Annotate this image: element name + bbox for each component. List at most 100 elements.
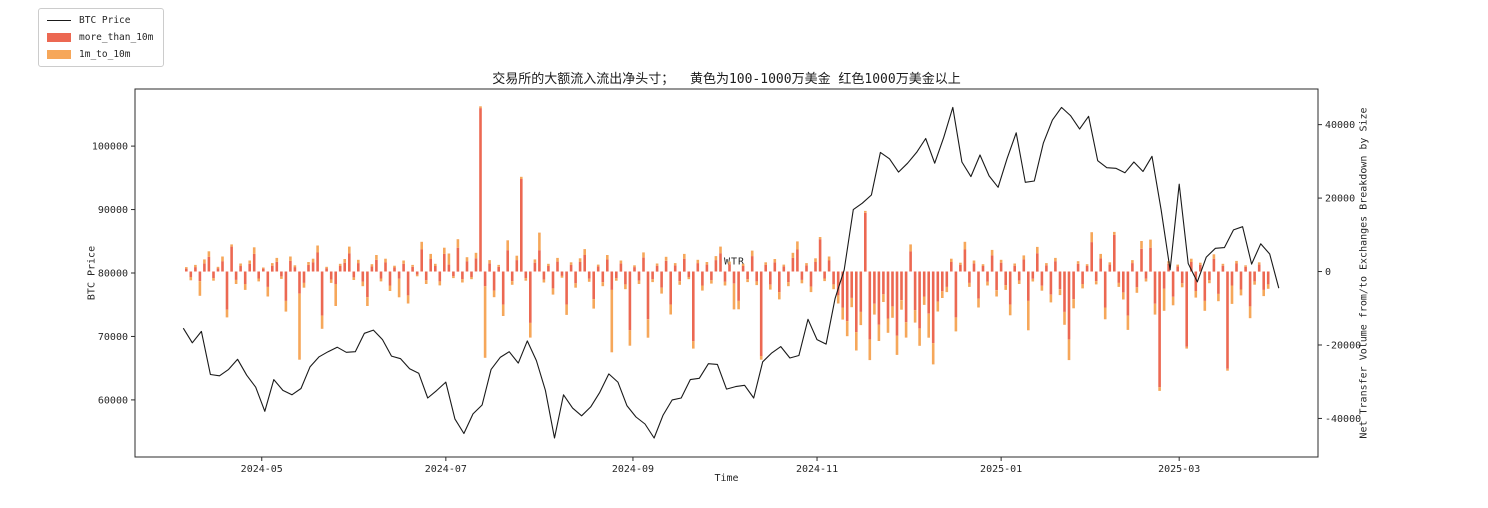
bar-more-than-10m [520,179,523,272]
bar-1m-to-10m [298,293,301,360]
bar-1m-to-10m [447,253,451,265]
bar-1m-to-10m [289,256,292,261]
bar-1m-to-10m [1248,306,1252,319]
bar-1m-to-10m [1022,255,1026,260]
bar-more-than-10m [1248,271,1252,307]
bar-more-than-10m [429,259,432,272]
bar-1m-to-10m [1221,263,1225,266]
bar-1m-to-10m [696,259,700,264]
bar-more-than-10m [329,271,333,280]
bar-1m-to-10m [999,259,1003,263]
bar-1m-to-10m [1076,261,1080,264]
bar-more-than-10m [479,108,482,272]
bar-1m-to-10m [393,265,396,268]
bar-1m-to-10m [1262,289,1265,297]
bar-1m-to-10m [683,253,686,259]
bar-1m-to-10m [501,304,505,316]
bar-more-than-10m [845,271,849,322]
bar-1m-to-10m [456,239,460,248]
bar-more-than-10m [203,263,206,272]
bar-1m-to-10m [651,279,654,283]
bar-more-than-10m [452,271,455,277]
bar-1m-to-10m [293,265,297,268]
bar-more-than-10m [637,271,641,281]
plot-background [135,89,1318,457]
bar-more-than-10m [302,271,306,283]
bar-1m-to-10m [990,249,994,256]
bar-more-than-10m [1144,271,1148,279]
bar-more-than-10m [501,271,505,305]
bar-more-than-10m [547,266,550,272]
bar-1m-to-10m [1013,263,1016,266]
bar-more-than-10m [266,271,270,287]
bar-more-than-10m [999,262,1003,272]
bar-more-than-10m [1153,271,1157,304]
bar-more-than-10m [1135,271,1139,288]
bar-more-than-10m [352,271,356,278]
bar-1m-to-10m [216,266,220,269]
bar-1m-to-10m [388,285,392,291]
bar-more-than-10m [950,262,953,272]
bar-more-than-10m [922,271,926,297]
bar-more-than-10m [805,265,808,272]
bar-more-than-10m [692,271,695,342]
bar-1m-to-10m [746,279,749,283]
bar-1m-to-10m [687,277,691,280]
x-tick-label: 2024-05 [241,464,283,475]
bar-more-than-10m [1122,271,1125,293]
bar-more-than-10m [470,271,473,277]
bar-1m-to-10m [823,278,826,282]
bar-1m-to-10m [1244,265,1247,267]
bar-1m-to-10m [452,276,455,279]
bar-1m-to-10m [424,280,428,284]
bar-more-than-10m [646,271,650,320]
x-tick-label: 2025-01 [980,464,1022,475]
bar-1m-to-10m [796,241,799,250]
bar-more-than-10m [746,271,749,280]
bar-more-than-10m [683,258,686,272]
bar-more-than-10m [941,271,944,292]
bar-1m-to-10m [1149,239,1152,248]
bar-more-than-10m [814,262,817,272]
bar-1m-to-10m [343,259,346,263]
bar-1m-to-10m [904,322,908,338]
legend-item-label: BTC Price [79,15,131,26]
bar-more-than-10m [1113,234,1116,272]
bar-more-than-10m [904,271,908,323]
bar-1m-to-10m [325,266,328,269]
bar-1m-to-10m [338,263,342,266]
bar-more-than-10m [791,257,795,272]
bar-1m-to-10m [868,339,872,361]
bar-more-than-10m [406,271,410,296]
bar-1m-to-10m [624,284,627,290]
bar-more-than-10m [619,263,623,272]
bar-more-than-10m [850,271,853,298]
bar-1m-to-10m [678,281,681,285]
bar-more-than-10m [719,253,722,272]
bar-more-than-10m [542,271,546,280]
bar-1m-to-10m [719,246,722,254]
bar-1m-to-10m [959,262,962,265]
bar-1m-to-10m [1126,315,1130,330]
bar-more-than-10m [497,266,500,272]
right-tick-label: 0 [1325,267,1331,278]
bar-more-than-10m [818,239,822,272]
bar-1m-to-10m [1208,280,1211,284]
bar-more-than-10m [293,267,297,272]
bar-1m-to-10m [1135,287,1139,293]
bar-1m-to-10m [950,258,953,262]
bar-1m-to-10m [610,289,614,353]
bar-more-than-10m [1036,253,1039,272]
bar-1m-to-10m [809,286,813,293]
bar-more-than-10m [393,267,396,272]
bar-1m-to-10m [1131,260,1134,263]
bar-more-than-10m [194,267,197,272]
bar-more-than-10m [669,271,672,305]
bar-more-than-10m [755,271,758,282]
bar-1m-to-10m [524,278,528,281]
bar-more-than-10m [338,266,342,272]
bar-more-than-10m [1131,263,1134,272]
bar-more-than-10m [977,271,980,299]
bar-more-than-10m [705,264,709,272]
bar-more-than-10m [411,266,414,272]
